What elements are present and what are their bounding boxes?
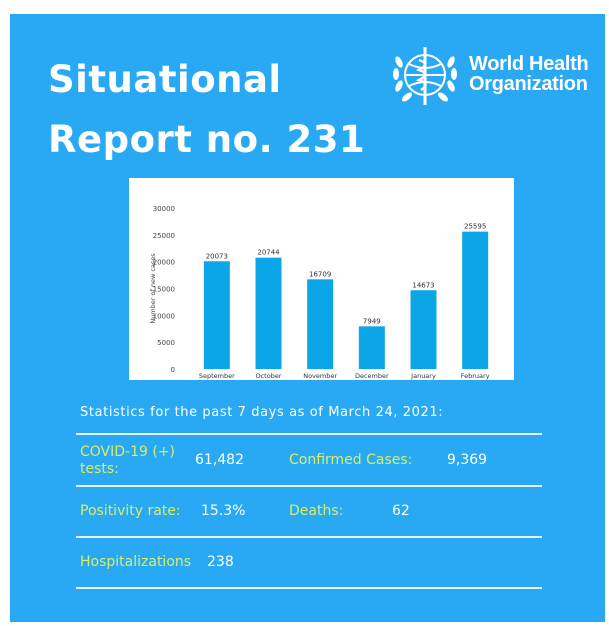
x-tick-label-october: October bbox=[255, 372, 281, 380]
hospitalizations-value: 238 bbox=[207, 554, 234, 570]
bar-november bbox=[307, 279, 334, 369]
report-title-line1: Situational bbox=[48, 58, 282, 101]
tests-label: COVID-19 (+) tests: bbox=[80, 444, 176, 477]
hospitalizations-label: Hospitalizations bbox=[80, 554, 192, 570]
report-poster: Situational Report no. 231 World Health … bbox=[10, 14, 605, 622]
y-tick-label-0: 0 bbox=[171, 366, 175, 374]
data-label-february: 25595 bbox=[464, 223, 486, 231]
confirmed-cases-label: Confirmed Cases: bbox=[289, 452, 413, 468]
y-tick-label-1: 5000 bbox=[157, 339, 175, 347]
report-title-line2: Report no. 231 bbox=[48, 118, 366, 161]
positivity-rate-value: 15.3% bbox=[201, 503, 246, 519]
stats-divider-3 bbox=[76, 536, 542, 538]
tests-value: 61,482 bbox=[195, 452, 244, 468]
deaths-label: Deaths: bbox=[289, 503, 344, 519]
y-tick-label-6: 30000 bbox=[153, 205, 175, 213]
bar-october bbox=[255, 257, 282, 369]
who-emblem-icon bbox=[393, 47, 457, 105]
stats-heading: Statistics for the past 7 days as of Mar… bbox=[80, 405, 444, 420]
y-tick-label-4: 20000 bbox=[153, 259, 175, 267]
deaths-value: 62 bbox=[392, 503, 410, 519]
x-tick-label-november: November bbox=[303, 372, 337, 380]
y-tick-label-5: 25000 bbox=[153, 232, 175, 240]
confirmed-cases-value: 9,369 bbox=[447, 452, 488, 468]
cases-chart-card: 0 5000 10000 15000 20000 25000 30000 Number of … bbox=[129, 178, 514, 380]
y-tick-label-3: 15000 bbox=[153, 286, 175, 294]
x-tick-label-january: January bbox=[410, 372, 436, 380]
bar-december bbox=[358, 326, 385, 369]
data-label-january: 14673 bbox=[412, 281, 434, 289]
bar-january bbox=[410, 290, 437, 369]
data-label-november: 16709 bbox=[309, 270, 331, 278]
y-tick-label-2: 10000 bbox=[153, 312, 175, 320]
positivity-rate-label: Positivity rate: bbox=[80, 503, 181, 519]
who-logo: World Health Organization bbox=[389, 42, 605, 112]
y-axis-label: Number of new cases bbox=[149, 253, 157, 324]
stats-divider-2 bbox=[76, 485, 542, 487]
stats-divider-1 bbox=[76, 433, 542, 435]
data-label-october: 20744 bbox=[257, 249, 280, 257]
data-label-september: 20073 bbox=[206, 252, 228, 260]
x-tick-label-february: February bbox=[461, 372, 490, 380]
x-tick-label-september: September bbox=[199, 372, 235, 380]
bar-february bbox=[462, 231, 489, 369]
bar-september bbox=[203, 261, 230, 369]
who-name-line2: Organization bbox=[469, 73, 588, 95]
who-name-line1: World Health bbox=[469, 53, 589, 75]
x-tick-label-december: December bbox=[355, 372, 389, 380]
cases-bar-chart: 0 5000 10000 15000 20000 25000 30000 Number of … bbox=[149, 205, 490, 380]
data-label-december: 7949 bbox=[363, 317, 381, 325]
stats-divider-4 bbox=[76, 587, 542, 589]
